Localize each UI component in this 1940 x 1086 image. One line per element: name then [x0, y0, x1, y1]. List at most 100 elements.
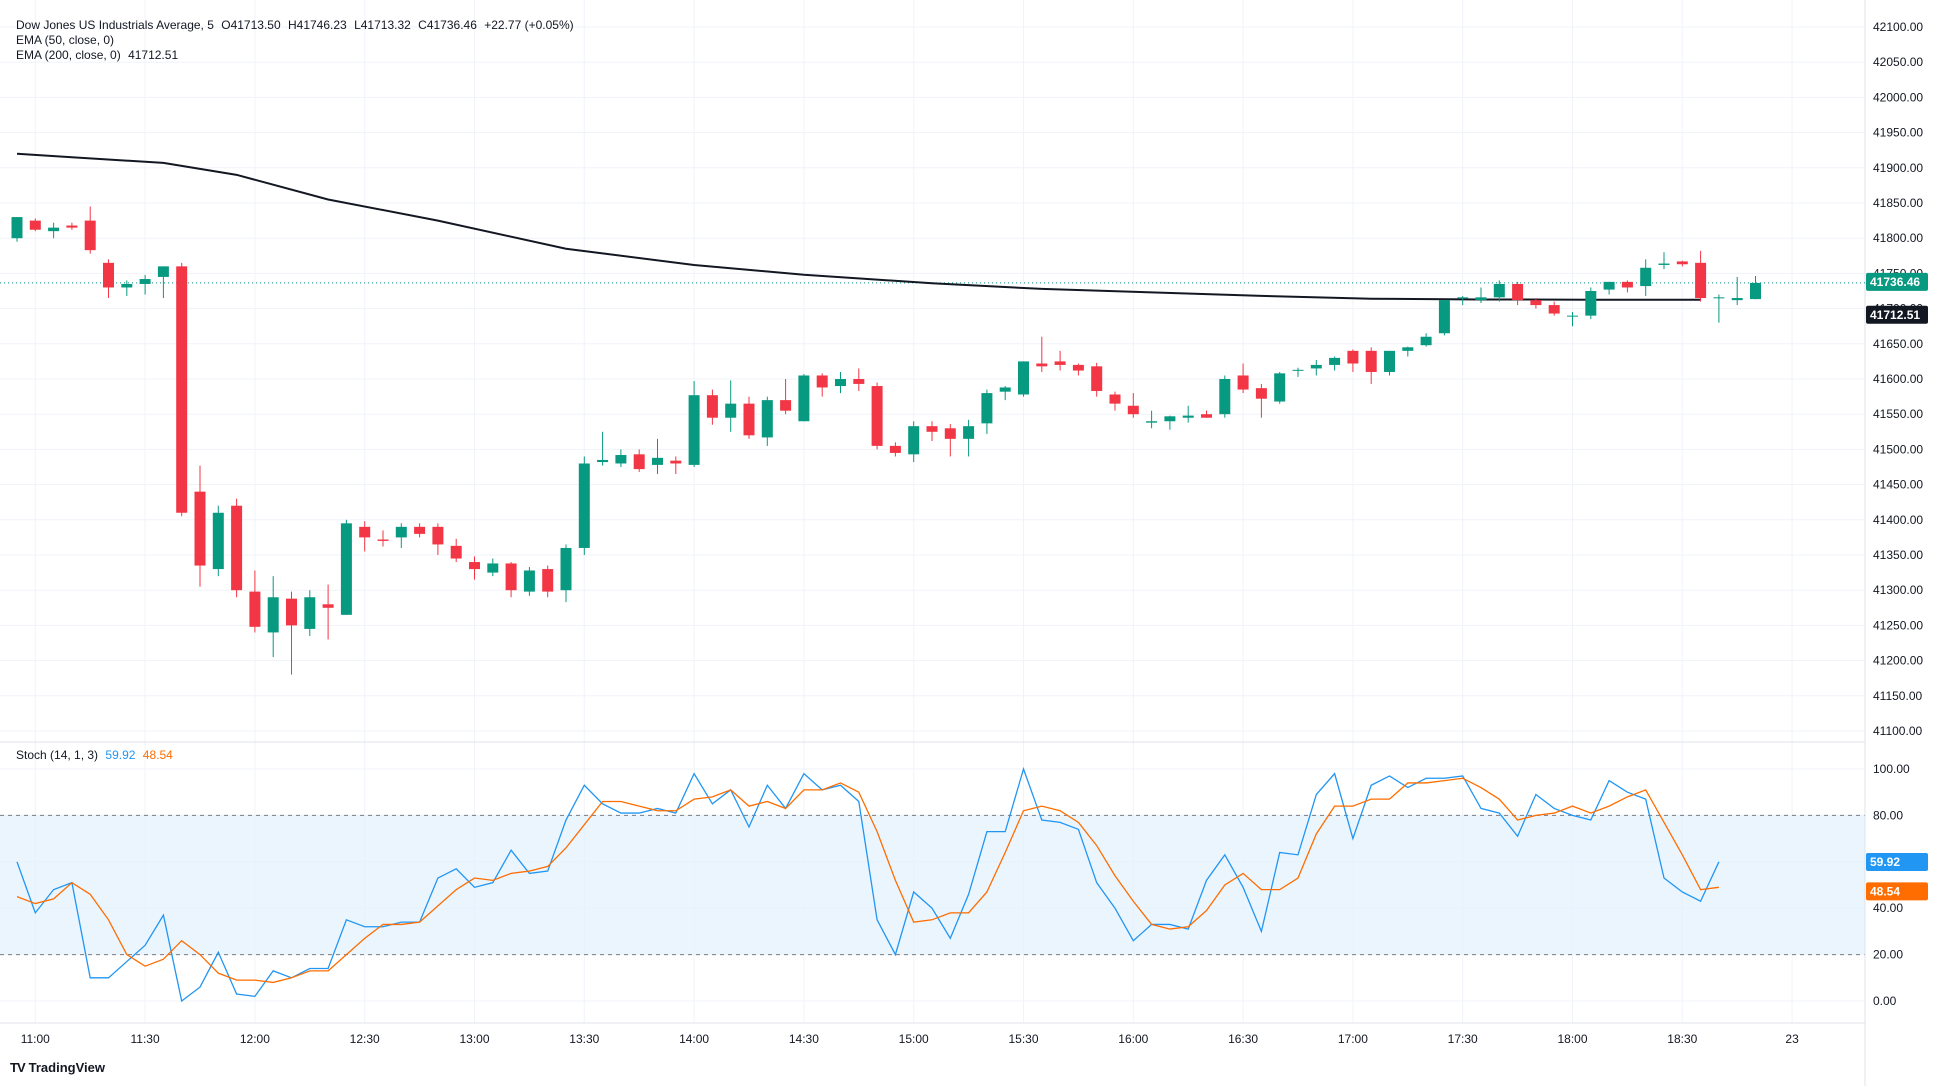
candle[interactable]: [66, 222, 78, 230]
candle-body[interactable]: [304, 597, 316, 629]
candle-body[interactable]: [542, 569, 554, 592]
price-axis[interactable]: 41100.00 41150.00 41200.00 41250.00 41300.00…: [1873, 20, 1923, 738]
candle-body[interactable]: [1713, 297, 1725, 299]
candle[interactable]: [926, 421, 938, 441]
candle[interactable]: [1493, 280, 1505, 302]
candle-body[interactable]: [340, 523, 352, 615]
candle-body[interactable]: [597, 459, 609, 463]
candle[interactable]: [359, 521, 371, 552]
candle[interactable]: [1164, 415, 1176, 430]
candle[interactable]: [1237, 363, 1249, 394]
candle[interactable]: [908, 421, 920, 463]
candle-body[interactable]: [139, 279, 151, 284]
candle[interactable]: [633, 449, 645, 472]
tradingview-branding[interactable]: TV TradingView: [10, 1060, 105, 1075]
candle[interactable]: [304, 590, 316, 636]
candle-body[interactable]: [267, 597, 279, 633]
candle[interactable]: [1457, 295, 1469, 306]
candle[interactable]: [1512, 281, 1524, 306]
candle-body[interactable]: [615, 455, 627, 464]
candle[interactable]: [1018, 361, 1029, 397]
candle[interactable]: [542, 565, 554, 598]
candle-body[interactable]: [1329, 357, 1341, 365]
candle[interactable]: [1146, 410, 1158, 429]
candle-body[interactable]: [1182, 415, 1194, 418]
candle[interactable]: [1054, 350, 1066, 371]
candle[interactable]: [944, 424, 956, 457]
candle[interactable]: [1695, 250, 1707, 302]
candle-body[interactable]: [560, 547, 572, 591]
candle[interactable]: [377, 530, 389, 547]
candle-body[interactable]: [414, 526, 426, 534]
candle-body[interactable]: [1036, 363, 1048, 367]
candle-body[interactable]: [798, 375, 810, 422]
candle-body[interactable]: [999, 387, 1011, 392]
candle[interactable]: [414, 523, 426, 538]
candle-body[interactable]: [1054, 361, 1066, 365]
candle-body[interactable]: [176, 266, 188, 513]
candle[interactable]: [432, 523, 444, 555]
candle-body[interactable]: [1457, 297, 1469, 299]
candle[interactable]: [1713, 294, 1725, 323]
candle[interactable]: [706, 389, 718, 425]
candle[interactable]: [469, 556, 480, 580]
candle-body[interactable]: [652, 457, 663, 465]
candle-body[interactable]: [1585, 291, 1597, 316]
candle-body[interactable]: [432, 526, 444, 545]
candle[interactable]: [1365, 347, 1377, 384]
candle-body[interactable]: [633, 454, 645, 470]
candle-body[interactable]: [249, 591, 261, 627]
candle-body[interactable]: [1201, 414, 1212, 418]
candle-body[interactable]: [286, 598, 297, 626]
candle-body[interactable]: [1018, 361, 1029, 395]
candle[interactable]: [1182, 405, 1194, 423]
candle-body[interactable]: [1237, 375, 1249, 390]
candle[interactable]: [761, 396, 773, 446]
candle-body[interactable]: [1530, 300, 1542, 306]
candle-body[interactable]: [835, 379, 846, 387]
candle[interactable]: [560, 544, 572, 603]
candle-body[interactable]: [1438, 300, 1450, 334]
candle-body[interactable]: [1731, 298, 1743, 301]
candle[interactable]: [1530, 298, 1542, 309]
candle-body[interactable]: [1567, 315, 1578, 317]
candle-body[interactable]: [1292, 369, 1304, 371]
candle-body[interactable]: [1658, 263, 1670, 265]
candle-body[interactable]: [469, 562, 480, 570]
candle[interactable]: [1201, 410, 1212, 418]
candle-body[interactable]: [523, 570, 535, 592]
candle-body[interactable]: [926, 426, 938, 432]
stoch-label[interactable]: Stoch (14, 1, 3): [16, 748, 99, 762]
candle-body[interactable]: [725, 403, 737, 418]
candle-body[interactable]: [194, 491, 206, 566]
candle-body[interactable]: [1750, 282, 1761, 300]
candle-body[interactable]: [1347, 350, 1359, 364]
candle[interactable]: [322, 584, 334, 640]
candle[interactable]: [725, 380, 737, 432]
candle[interactable]: [889, 442, 901, 457]
candle-body[interactable]: [1402, 347, 1414, 351]
candle[interactable]: [103, 259, 114, 299]
candles[interactable]: [11, 206, 1762, 675]
candle[interactable]: [84, 206, 96, 254]
candle[interactable]: [1402, 346, 1414, 357]
candle[interactable]: [871, 382, 883, 450]
candle[interactable]: [523, 566, 535, 596]
candle-body[interactable]: [1164, 416, 1176, 422]
candle[interactable]: [816, 373, 828, 397]
candle[interactable]: [194, 465, 206, 587]
ema200-label[interactable]: EMA (200, close, 0): [16, 48, 121, 62]
candle[interactable]: [1750, 276, 1761, 300]
candle[interactable]: [615, 449, 627, 467]
candle-body[interactable]: [1146, 421, 1158, 423]
symbol-title[interactable]: Dow Jones US Industrials Average, 5: [16, 18, 214, 32]
candle-body[interactable]: [1127, 405, 1139, 415]
candle[interactable]: [505, 562, 517, 598]
candle-body[interactable]: [1493, 283, 1505, 298]
candle[interactable]: [670, 456, 682, 475]
candle[interactable]: [652, 438, 663, 475]
candle-body[interactable]: [487, 563, 499, 573]
candle[interactable]: [853, 368, 865, 391]
candle[interactable]: [29, 218, 41, 232]
candle[interactable]: [743, 396, 755, 439]
